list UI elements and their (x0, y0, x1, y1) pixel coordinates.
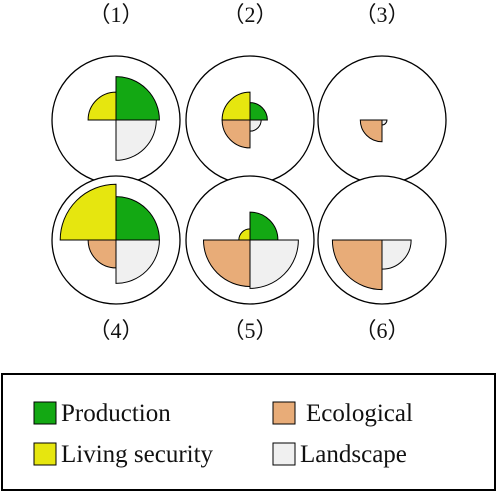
panels-layer: （1） （2） （3） （4） （5） （6） (51, 2, 447, 343)
wedge-landscape (115, 119, 157, 161)
wedge-ecological (221, 119, 251, 149)
legend-swatch-ecological (272, 401, 296, 425)
panel-6: （6） (317, 175, 447, 343)
wedge-living-security (221, 91, 251, 121)
wedge-landscape (249, 119, 262, 132)
wedge-ecological (331, 239, 383, 291)
legend-swatch-production (33, 401, 57, 425)
wedge-ecological (87, 239, 117, 269)
wedge-landscape (381, 119, 388, 126)
wedge-living-security (87, 91, 117, 121)
panel-1: （1） (51, 2, 181, 185)
legend-label-production: Production (61, 400, 171, 427)
wedge-ecological (359, 119, 383, 143)
legend-label-landscape: Landscape (300, 441, 407, 468)
panel-label: （1） (88, 2, 143, 27)
legend-label-living-security: Living security (61, 441, 214, 468)
panel-label: （5） (222, 318, 277, 343)
wedge-landscape (249, 239, 299, 289)
wedge-landscape (115, 239, 160, 284)
legend-box (1, 373, 496, 491)
legend-label-ecological: Ecological (306, 400, 413, 427)
panel-2: （2） (185, 2, 315, 185)
panel-label: （3） (354, 2, 409, 27)
legend-swatch-landscape (272, 442, 296, 466)
panel-5: （5） (185, 175, 315, 343)
wedge-living-security (59, 183, 117, 241)
legend-swatch-living-security (33, 442, 57, 466)
wedge-production (115, 76, 160, 121)
panel-label: （6） (354, 318, 409, 343)
wedge-production (249, 211, 279, 241)
panel-label: （2） (222, 2, 277, 27)
wedge-landscape (381, 239, 412, 270)
wedge-production (115, 196, 160, 241)
panel-4: （4） (51, 175, 181, 343)
wedge-ecological (202, 239, 251, 288)
panel-label: （4） (88, 318, 143, 343)
panel-3: （3） (317, 2, 447, 185)
